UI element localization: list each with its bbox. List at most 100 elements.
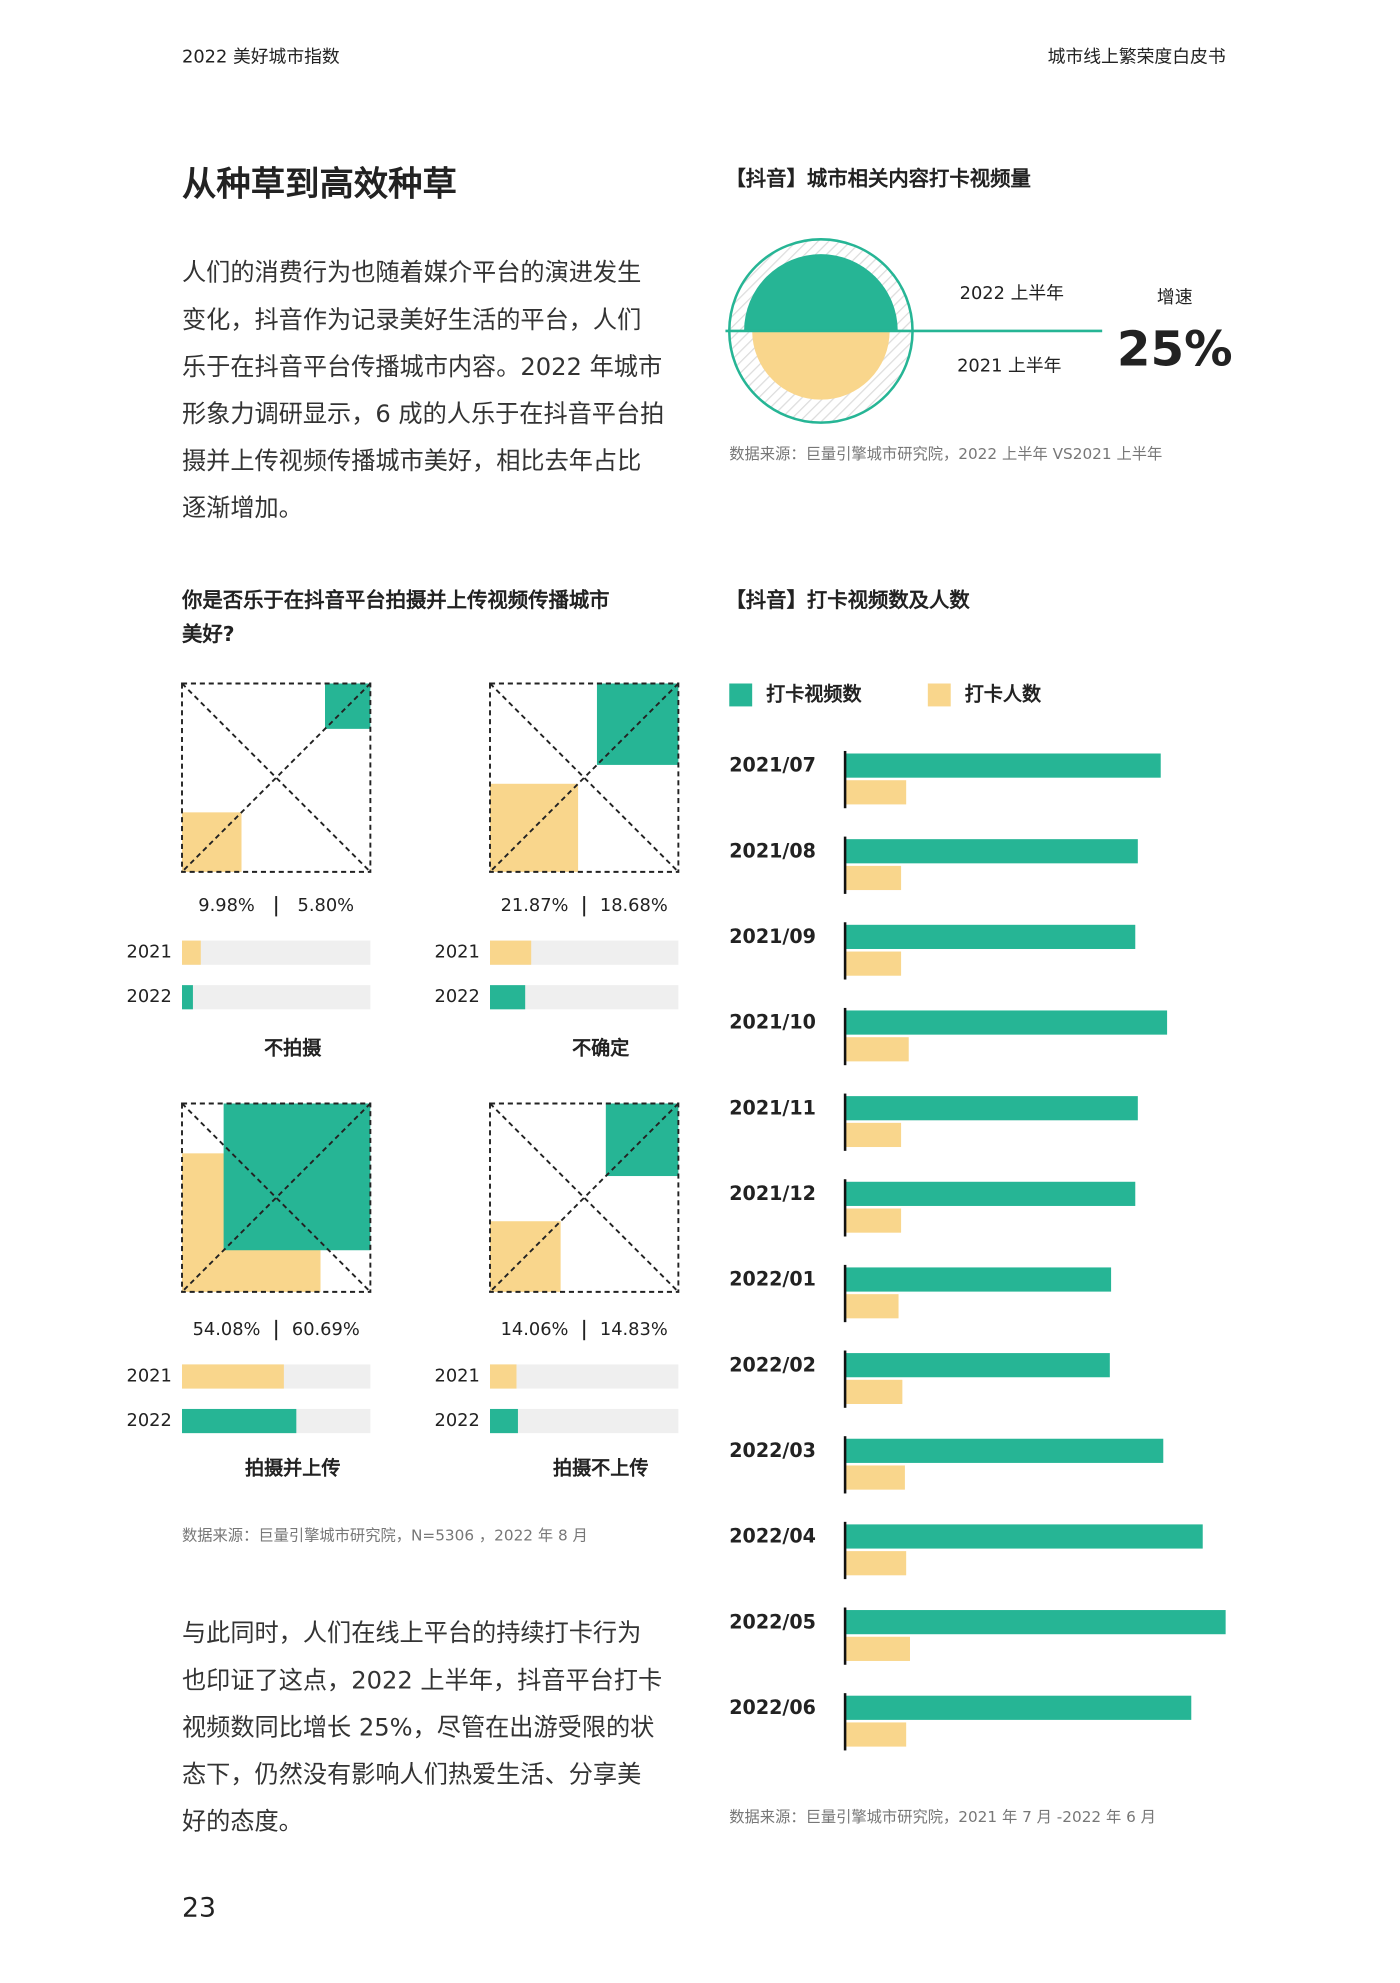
paragraph-line: 形象力调研显示，6 成的人乐于在抖音平台拍 bbox=[182, 400, 664, 428]
bar bbox=[845, 1294, 899, 1319]
value-label: 25% bbox=[1117, 322, 1233, 378]
bar bbox=[845, 1010, 1168, 1035]
category-label: 2021/10 bbox=[729, 1011, 816, 1034]
bar-track bbox=[490, 1408, 679, 1434]
year-label: 2022 bbox=[127, 986, 172, 1007]
bar bbox=[845, 1267, 1112, 1292]
paragraph-line: 好的态度。 bbox=[182, 1808, 303, 1836]
bar bbox=[845, 1465, 905, 1490]
year-label: 2021 bbox=[435, 1366, 480, 1387]
category-label: 拍摄不上传 bbox=[553, 1456, 648, 1479]
bar-track bbox=[182, 985, 371, 1010]
bar bbox=[845, 1181, 1136, 1206]
bar bbox=[490, 1408, 518, 1434]
bar bbox=[845, 839, 1138, 864]
legend-swatch bbox=[729, 683, 753, 707]
bar bbox=[182, 1364, 284, 1389]
year-label: 2021 bbox=[127, 1366, 172, 1387]
bar bbox=[845, 753, 1161, 778]
category-label: 2021/09 bbox=[729, 925, 816, 948]
chart-title: 【抖音】打卡视频数及人数 bbox=[725, 588, 970, 612]
bar bbox=[845, 1551, 907, 1576]
bar bbox=[845, 1096, 1138, 1121]
legend-label: 打卡视频数 bbox=[766, 682, 862, 705]
bar bbox=[845, 865, 902, 891]
bar bbox=[845, 1610, 1226, 1635]
bar bbox=[845, 1037, 909, 1062]
value-label: 21.87% bbox=[501, 895, 569, 916]
source: 数据来源：巨量引擎城市研究院，N=5306 ，2022 年 8 月 bbox=[182, 1527, 588, 1545]
chart-title: 你是否乐于在抖音平台拍摄并上传视频传播城市 bbox=[181, 588, 610, 612]
value-label: 14.06% bbox=[501, 1319, 569, 1340]
value-label: 9.98% bbox=[198, 895, 255, 916]
bar-track bbox=[490, 1364, 679, 1389]
frame bbox=[489, 682, 680, 873]
year-label: 2022 bbox=[435, 986, 480, 1007]
chart-title: 【抖音】城市相关内容打卡视频量 bbox=[725, 167, 1030, 191]
half-disc-2022 bbox=[744, 254, 898, 331]
category-label: 2021/07 bbox=[729, 754, 816, 777]
bar bbox=[490, 940, 532, 965]
source: 数据来源：巨量引擎城市研究院，2021 年 7 月 -2022 年 6 月 bbox=[729, 1808, 1156, 1826]
value-label: 5.80% bbox=[298, 895, 355, 916]
bar bbox=[182, 1408, 297, 1434]
frame bbox=[181, 682, 372, 873]
source: 数据来源：巨量引擎城市研究院，2022 上半年 VS2021 上半年 bbox=[729, 445, 1162, 463]
category-label: 2021/11 bbox=[729, 1096, 816, 1119]
bar bbox=[182, 940, 201, 965]
category-label: 2021/12 bbox=[729, 1182, 816, 1205]
value-label: 54.08% bbox=[193, 1319, 261, 1340]
bar bbox=[845, 1379, 903, 1404]
value-label: 60.69% bbox=[292, 1319, 360, 1340]
bar bbox=[845, 1636, 910, 1661]
frame bbox=[181, 1102, 372, 1293]
bar bbox=[182, 985, 193, 1010]
square-2022 bbox=[605, 1103, 679, 1177]
category-label: 不拍摄 bbox=[264, 1036, 322, 1059]
bar bbox=[845, 951, 902, 976]
category-label: 2022/05 bbox=[729, 1610, 816, 1633]
paragraph-line: 逐渐增加。 bbox=[182, 494, 303, 522]
paragraph-line: 与此同时，人们在线上平台的持续打卡行为 bbox=[182, 1619, 641, 1647]
year-label: 2021 bbox=[127, 942, 172, 963]
paragraph-line: 视频数同比增长 25%，尽管在出游受限的状 bbox=[182, 1713, 654, 1741]
half-disc-2021 bbox=[752, 330, 890, 400]
chart-title: 美好? bbox=[182, 622, 235, 646]
category-label: 2022/01 bbox=[729, 1268, 816, 1291]
category-label: 2022/06 bbox=[729, 1696, 816, 1719]
bar-track bbox=[182, 940, 371, 965]
bar bbox=[845, 1722, 907, 1747]
bar bbox=[845, 1438, 1164, 1463]
category-label: 2022/04 bbox=[729, 1525, 816, 1548]
category-label: 拍摄并上传 bbox=[245, 1456, 340, 1479]
bar bbox=[845, 1695, 1192, 1720]
year-label: 2022 bbox=[127, 1410, 172, 1431]
category-label: 不确定 bbox=[572, 1036, 629, 1059]
paragraph-line: 态下，仍然没有影响人们热爱生活、分享美 bbox=[182, 1761, 641, 1789]
category-label: 2022 上半年 bbox=[960, 283, 1064, 304]
header-left: 2022 美好城市指数 bbox=[182, 46, 340, 67]
paragraph-line: 变化，抖音作为记录美好生活的平台，人们 bbox=[182, 306, 641, 334]
bar bbox=[845, 1208, 902, 1233]
bar bbox=[845, 780, 907, 805]
value-name: 增速 bbox=[1157, 287, 1193, 308]
paragraph-line: 摄并上传视频传播城市美好，相比去年占比 bbox=[182, 447, 641, 475]
bar bbox=[845, 924, 1136, 949]
category-label: 2021/08 bbox=[729, 839, 816, 862]
category-label: 2021 上半年 bbox=[957, 356, 1061, 377]
paragraph-line: 乐于在抖音平台传播城市内容。2022 年城市 bbox=[182, 353, 662, 381]
value-label: 14.83% bbox=[600, 1319, 668, 1340]
value-label: 18.68% bbox=[600, 895, 668, 916]
paragraph-line: 也印证了这点，2022 上半年，抖音平台打卡 bbox=[182, 1666, 662, 1694]
bar bbox=[490, 985, 526, 1010]
year-label: 2021 bbox=[435, 942, 480, 963]
legend-label: 打卡人数 bbox=[965, 682, 1042, 705]
bar bbox=[845, 1524, 1203, 1549]
page-number: 23 bbox=[182, 1893, 216, 1924]
legend-swatch bbox=[927, 683, 951, 707]
paragraph-line: 人们的消费行为也随着媒介平台的演进发生 bbox=[182, 259, 641, 287]
bar bbox=[845, 1353, 1110, 1378]
bar bbox=[490, 1364, 517, 1389]
header-right: 城市线上繁荣度白皮书 bbox=[1048, 46, 1226, 67]
